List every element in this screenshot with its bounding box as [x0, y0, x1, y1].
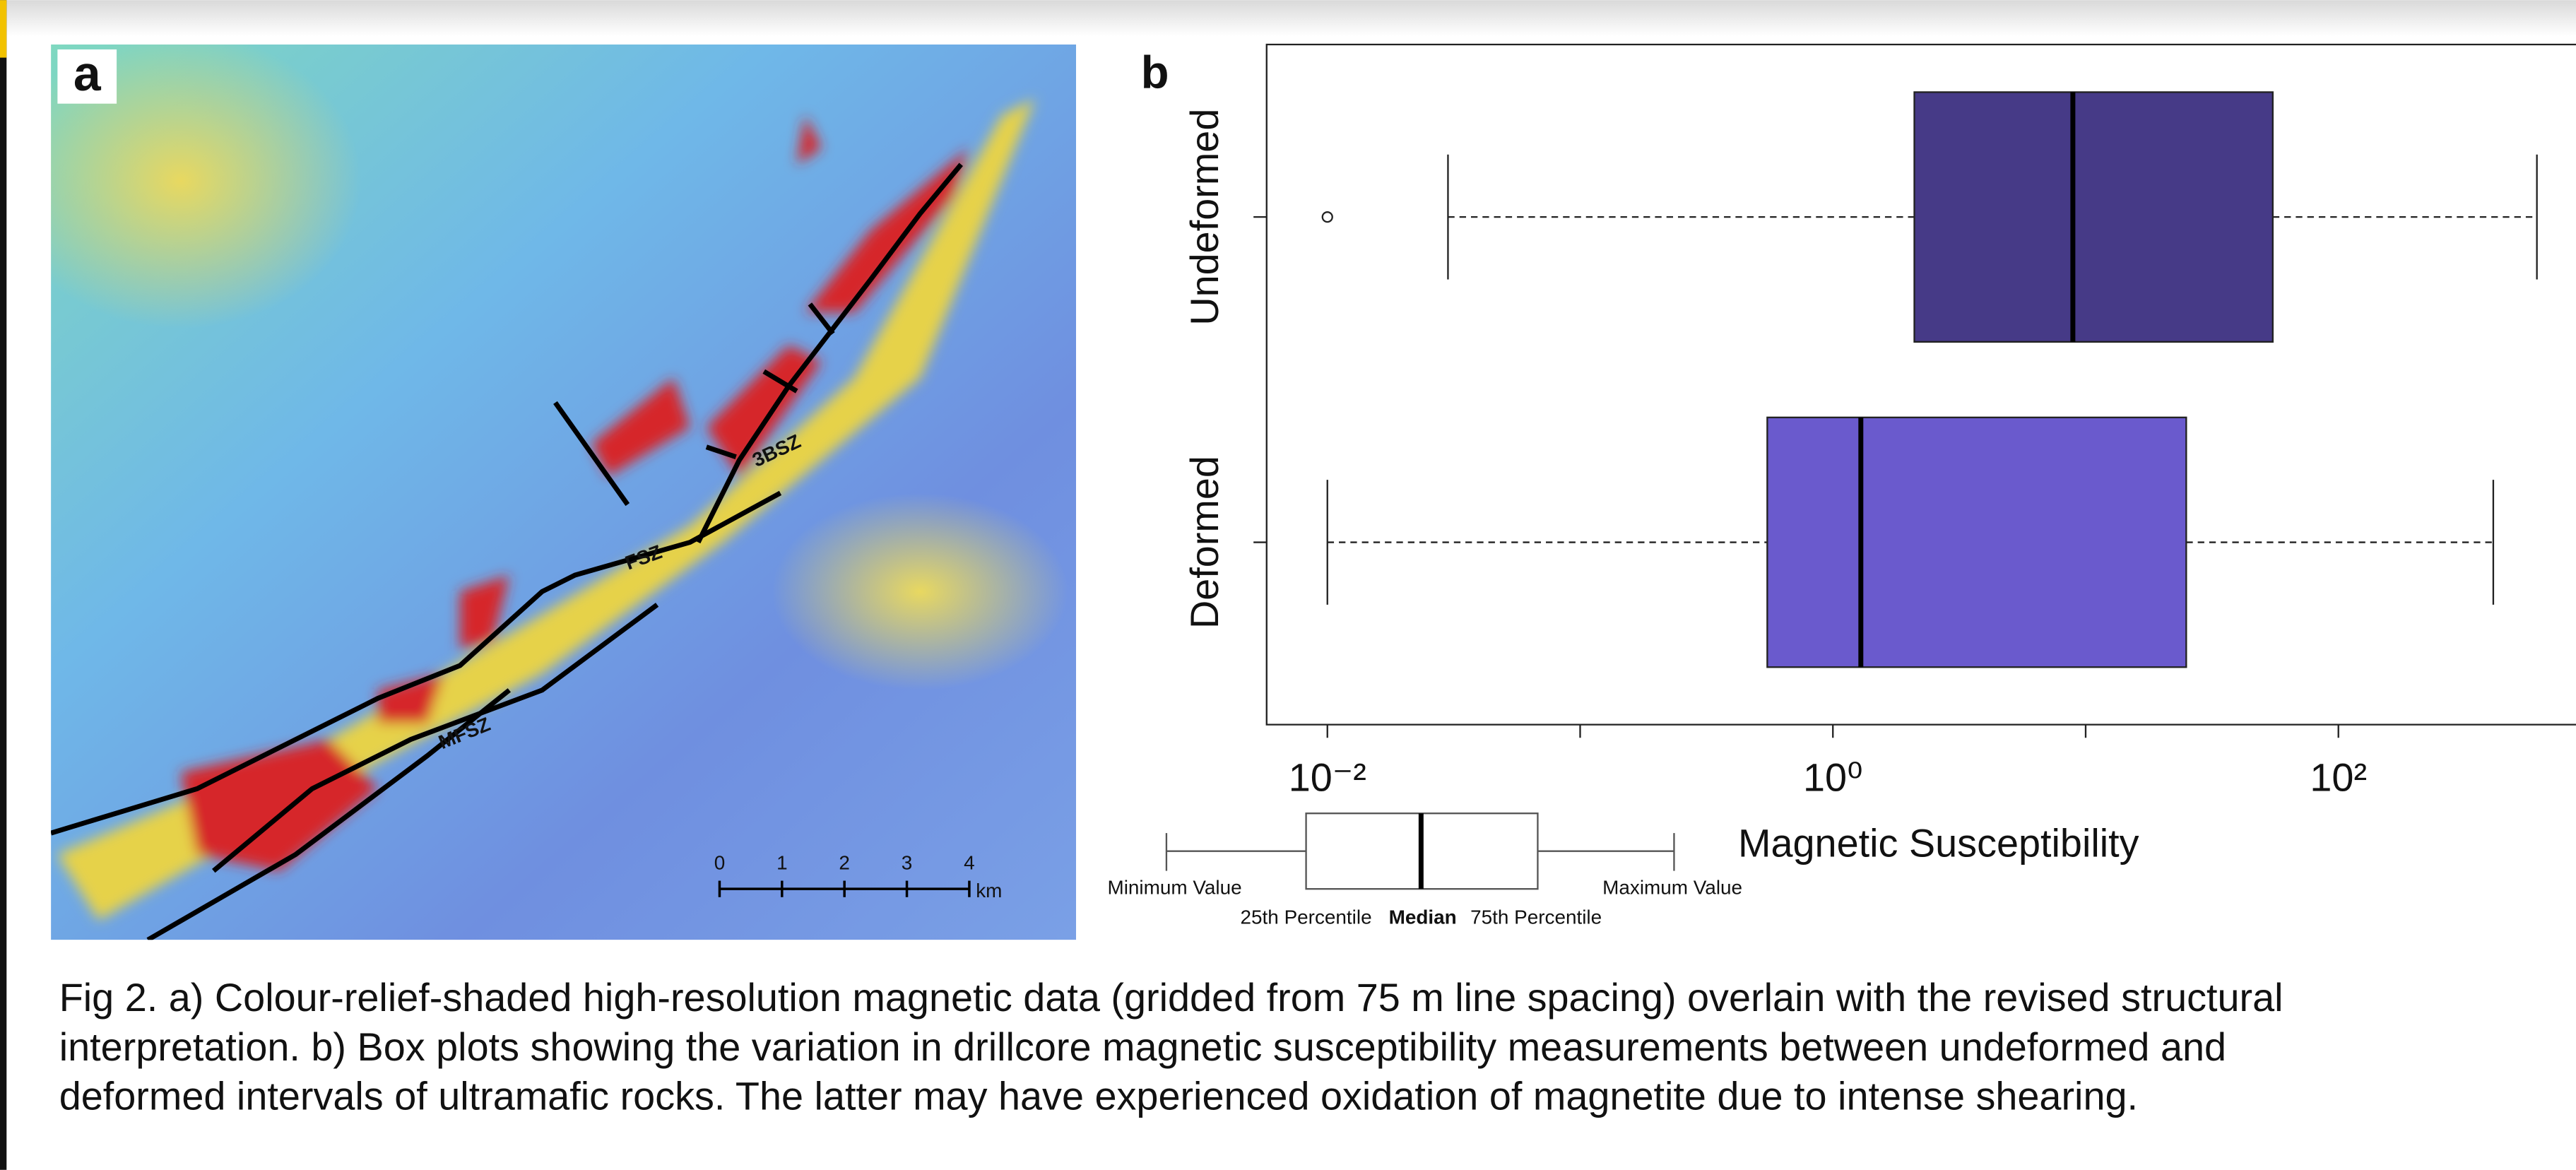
x-axis-label: Magnetic Susceptibility — [1738, 820, 2139, 865]
caption-line: deformed intervals of ultramafic rocks. … — [59, 1074, 2138, 1118]
plot-frame — [1265, 43, 2576, 726]
caption-line: interpretation. b) Box plots showing the… — [59, 1024, 2226, 1069]
magnetic-map — [51, 44, 1077, 940]
left-edge — [0, 0, 7, 1170]
box — [1913, 91, 2274, 343]
scale-label: 0 — [714, 852, 726, 874]
caption-line: Fig 2. a) Colour-relief-shaded high-reso… — [59, 975, 2283, 1020]
key-label: Maximum Value — [1602, 877, 1742, 899]
box-plot: 10⁻² 10⁰ 10² Magnetic Susceptibility Undefor… — [1182, 43, 2576, 865]
scale-label: 3 — [902, 852, 913, 874]
scale-unit: km — [976, 880, 1002, 902]
y-tick-label: Deformed — [1182, 456, 1227, 629]
scale-label: 2 — [839, 852, 850, 874]
x-tick-label: 10⁰ — [1803, 755, 1862, 799]
scale-label: 1 — [776, 852, 788, 874]
panel-label: a — [73, 46, 102, 101]
box — [1766, 416, 2187, 668]
key-label: 75th Percentile — [1470, 906, 1602, 928]
key-label: Minimum Value — [1107, 877, 1241, 899]
panel-label: b — [1141, 46, 1169, 98]
left-edge-accent — [0, 0, 7, 58]
box-key — [1165, 812, 1675, 890]
outlier — [1321, 211, 1333, 223]
x-tick-label: 10⁻² — [1289, 755, 1366, 799]
key-label: Median — [1389, 906, 1457, 928]
scale-label: 4 — [964, 852, 975, 874]
x-tick-label: 10² — [2310, 755, 2367, 799]
top-bar — [0, 0, 2576, 37]
y-tick-label: Undeformed — [1182, 109, 1227, 326]
scale-bar — [718, 880, 971, 897]
key-label: 25th Percentile — [1241, 906, 1372, 928]
